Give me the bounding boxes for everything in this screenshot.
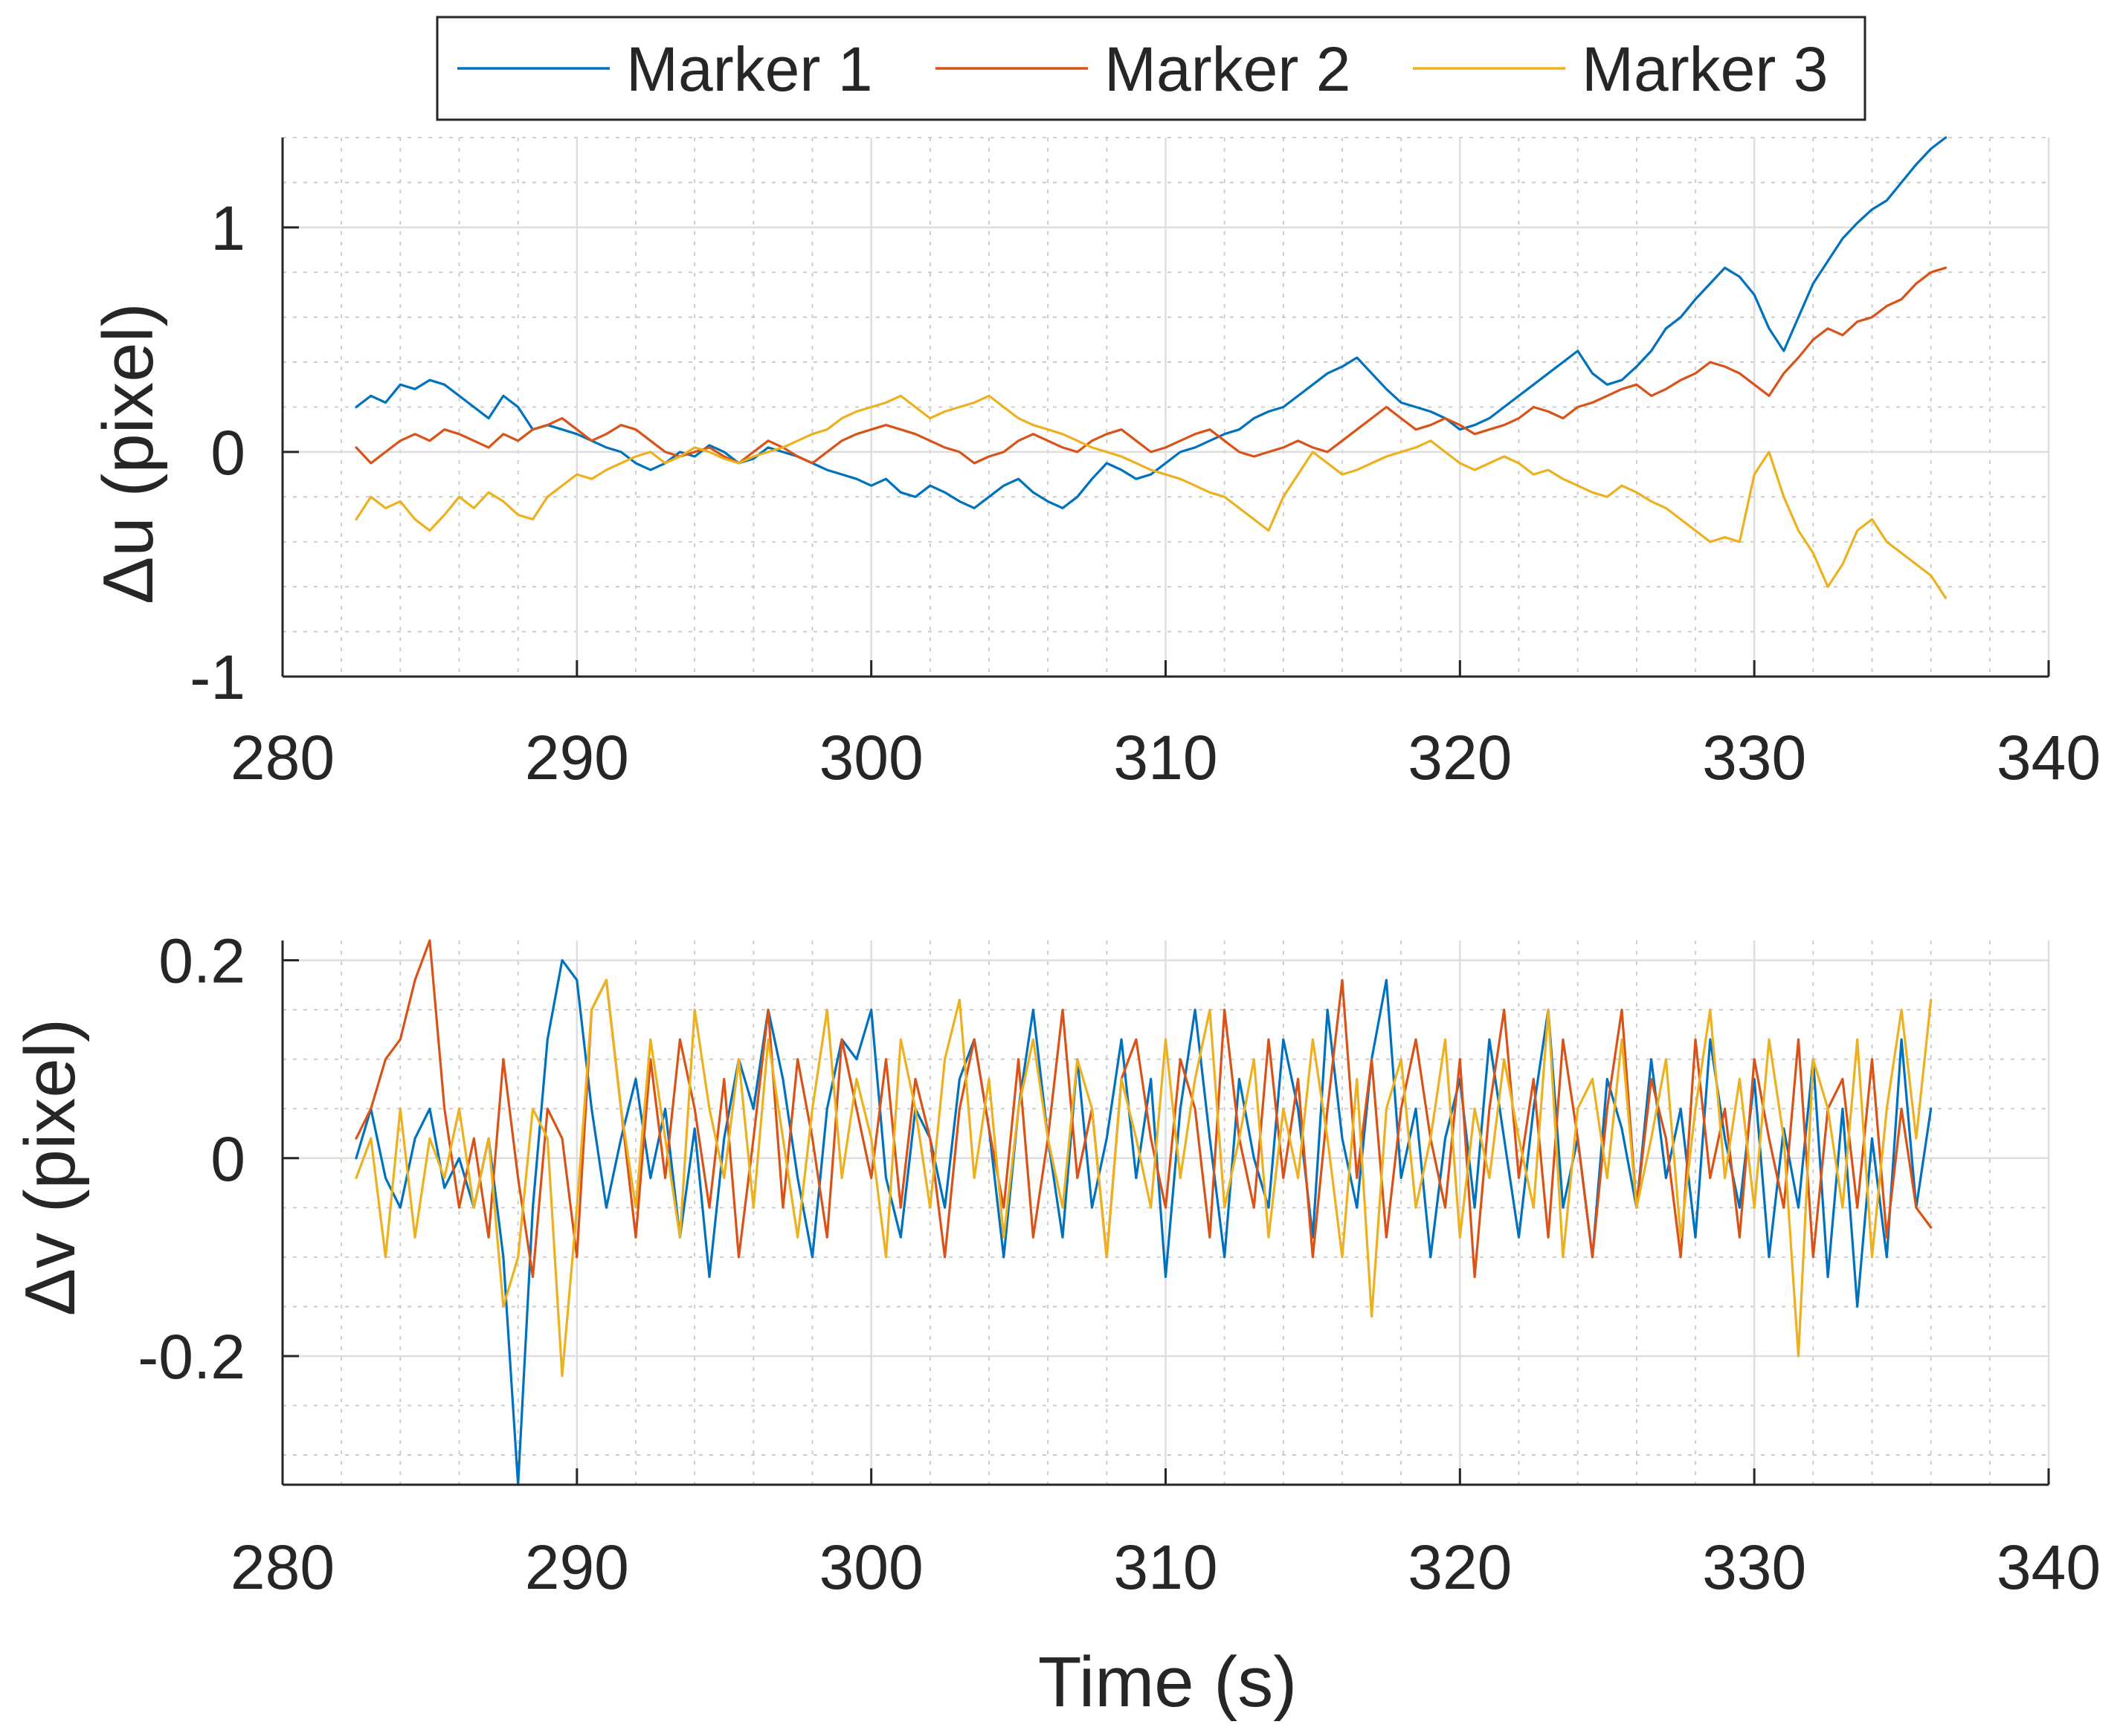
axes-delta-v: 280 290 300 310 320 330 340 -0.2 0 0.2 Δv (pixel)… — [10, 926, 2101, 1722]
y-tick-label: 0.2 — [158, 926, 245, 996]
x-tick-label: 320 — [1408, 723, 1512, 793]
x-tick-label: 280 — [231, 1532, 335, 1602]
x-tick-label: 340 — [1997, 1532, 2101, 1602]
x-tick-label: 330 — [1702, 723, 1806, 793]
series-line-marker-1 — [355, 136, 1948, 510]
series-line-marker-2 — [355, 266, 1948, 465]
x-tick-label: 310 — [1113, 723, 1217, 793]
series-lines-delta-v — [355, 939, 1933, 1486]
x-tick-label: 340 — [1997, 723, 2101, 793]
x-tick-label: 320 — [1408, 1532, 1512, 1602]
y-tick-label: 0 — [210, 418, 245, 488]
x-tick-label: 330 — [1702, 1532, 1806, 1602]
y-tick-label: 1 — [210, 193, 245, 263]
legend: Marker 1 Marker 2 Marker 3 — [436, 16, 1866, 121]
ticks-delta-v: 280 290 300 310 320 330 340 -0.2 0 0.2 — [138, 926, 2101, 1602]
y-tick-label: -1 — [190, 642, 245, 712]
ticks-delta-u: 280 290 300 310 320 330 340 -1 0 1 — [190, 193, 2101, 793]
y-axis-label-delta-u: Δu (pixel) — [88, 303, 168, 604]
legend-box — [436, 16, 1866, 121]
axes-delta-u: 280 290 300 310 320 330 340 -1 0 1 Δu (pixel) — [88, 136, 2101, 793]
x-tick-label: 290 — [525, 1532, 629, 1602]
x-tick-label: 290 — [525, 723, 629, 793]
legend-label-marker-3: Marker 3 — [1582, 34, 1828, 104]
legend-label-marker-2: Marker 2 — [1104, 34, 1350, 104]
y-tick-label: -0.2 — [138, 1322, 245, 1392]
x-axis-label-time: Time (s) — [1038, 1642, 1297, 1722]
series-line-marker-3 — [355, 978, 1933, 1378]
y-axis-label-delta-v: Δv (pixel) — [10, 1019, 90, 1316]
series-line-marker-3 — [355, 394, 1948, 599]
x-tick-label: 300 — [819, 723, 924, 793]
x-tick-label: 280 — [231, 723, 335, 793]
x-tick-label: 310 — [1113, 1532, 1217, 1602]
legend-label-marker-1: Marker 1 — [626, 34, 872, 104]
y-tick-label: 0 — [210, 1124, 245, 1194]
series-lines-delta-u — [355, 136, 1948, 599]
x-tick-label: 300 — [819, 1532, 924, 1602]
